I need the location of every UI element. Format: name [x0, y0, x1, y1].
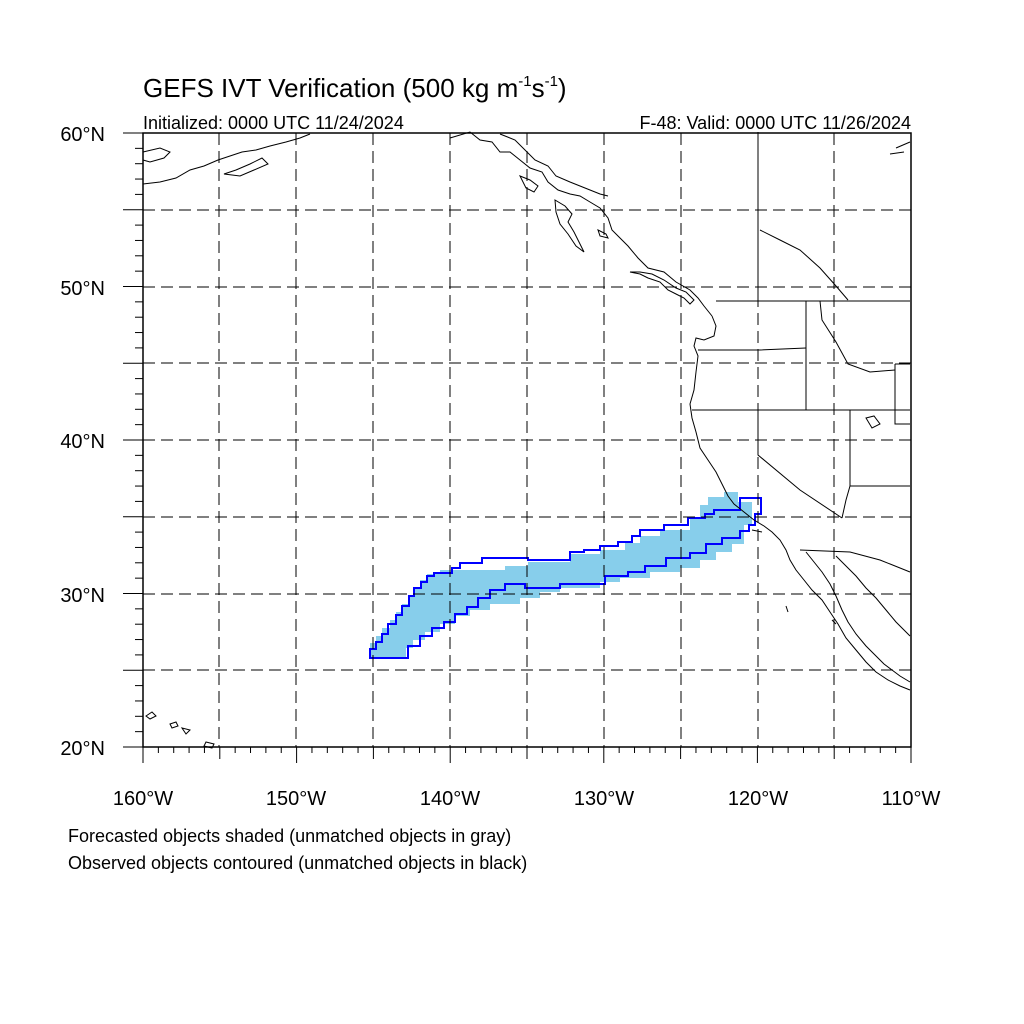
- forecast-object: [370, 492, 752, 658]
- forecast-caption: Forecasted objects shaded (unmatched obj…: [68, 826, 512, 846]
- graticule: [143, 133, 911, 747]
- observed-caption: Observed objects contoured (unmatched ob…: [68, 853, 528, 873]
- lat-tick-label: 40°N: [60, 431, 105, 453]
- lon-tick-label: 150°W: [266, 788, 326, 810]
- lon-tick-label: 160°W: [113, 788, 173, 810]
- lon-tick-label: 130°W: [574, 788, 634, 810]
- lat-tick-label: 20°N: [60, 738, 105, 760]
- lon-tick-labels: 160°W 150°W 140°W 130°W 120°W 110°W: [113, 788, 941, 810]
- lon-tick-label: 110°W: [882, 788, 941, 810]
- figure-title: GEFS IVT Verification (500 kg m-1s-1): [143, 73, 567, 103]
- valid-time-label: F-48: Valid: 0000 UTC 11/26/2024: [640, 113, 912, 133]
- lon-tick-label: 140°W: [420, 788, 480, 810]
- lat-tick-labels: 60°N 50°N 40°N 30°N 20°N: [60, 124, 105, 760]
- lat-tick-label: 50°N: [60, 278, 105, 300]
- lat-tick-label: 60°N: [60, 124, 105, 146]
- tick-marks: [123, 132, 912, 763]
- lon-tick-label: 120°W: [728, 788, 788, 810]
- lat-tick-label: 30°N: [60, 585, 105, 607]
- observed-object: [369, 497, 762, 659]
- init-time-label: Initialized: 0000 UTC 11/24/2024: [143, 113, 404, 133]
